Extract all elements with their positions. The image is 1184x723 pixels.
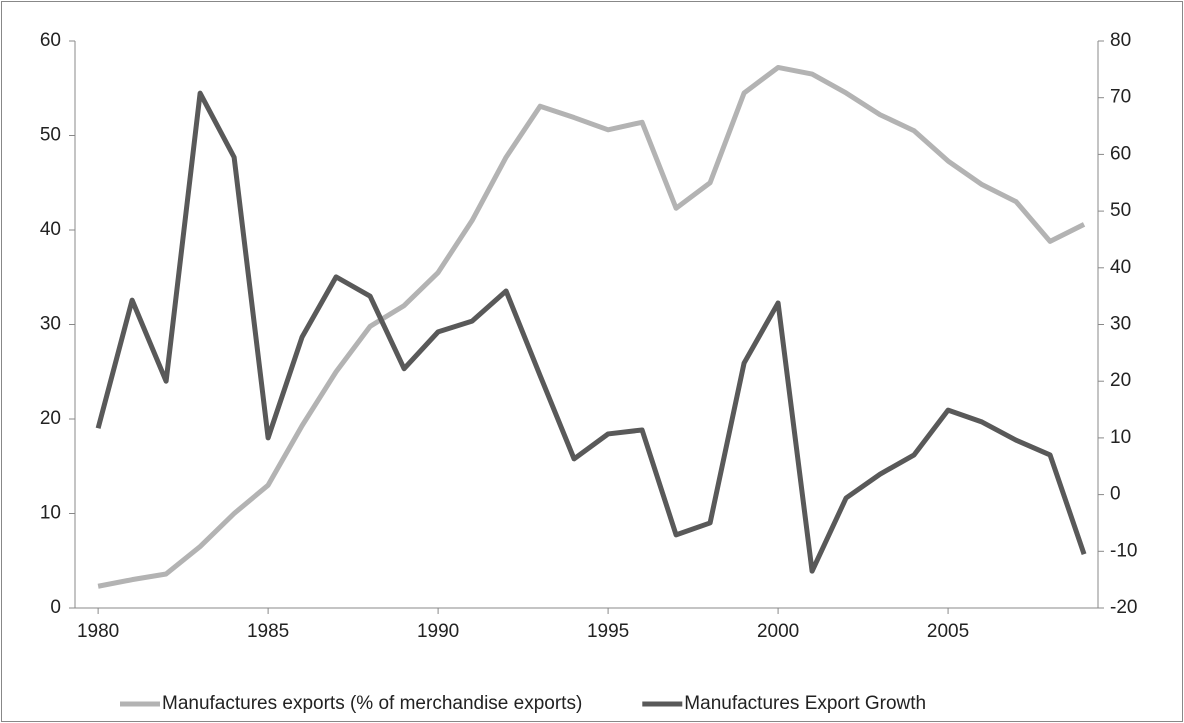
x-tick-label: 1980 — [77, 621, 119, 642]
legend-label: Manufactures exports (% of merchandise e… — [162, 693, 582, 714]
y-tick-label: 20 — [40, 408, 61, 429]
y2-tick-label: 0 — [1110, 484, 1121, 505]
y-tick-label: 0 — [50, 597, 61, 618]
x-tick-label: 1990 — [417, 621, 459, 642]
y2-tick-label: 40 — [1110, 257, 1131, 278]
y2-tick-label: 30 — [1110, 314, 1131, 335]
y2-tick-label: 50 — [1110, 200, 1131, 221]
y2-tick-label: 60 — [1110, 143, 1131, 164]
x-tick-label: 2000 — [757, 621, 799, 642]
y2-tick-label: 10 — [1110, 427, 1131, 448]
y2-tick-label: 80 — [1110, 30, 1131, 51]
y-tick-label: 50 — [40, 125, 61, 146]
y-tick-label: 30 — [40, 314, 61, 335]
y2-tick-label: -10 — [1110, 540, 1137, 561]
series-line — [95, 90, 1087, 574]
x-tick-label: 1985 — [247, 621, 289, 642]
y2-tick-label: -20 — [1110, 597, 1137, 618]
y2-tick-label: 70 — [1110, 87, 1131, 108]
x-tick-label: 2005 — [927, 621, 969, 642]
y-tick-label: 40 — [40, 219, 61, 240]
y2-tick-label: 20 — [1110, 370, 1131, 391]
legend-label: Manufactures Export Growth — [684, 693, 926, 714]
y-tick-label: 60 — [40, 30, 61, 51]
x-tick-label: 1995 — [587, 621, 629, 642]
y-tick-label: 10 — [40, 503, 61, 524]
series-line — [97, 64, 1086, 589]
